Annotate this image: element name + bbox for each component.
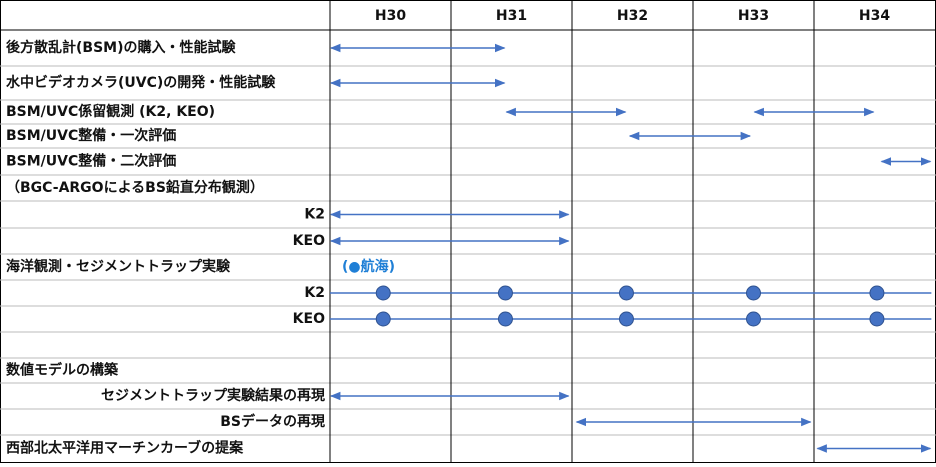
row-label: 西部北太平洋用マーチンカーブの提案 xyxy=(6,440,244,457)
row-label: 後方散乱計(BSM)の購入・性能試験 xyxy=(6,39,236,56)
cruise-dot xyxy=(746,311,761,327)
year-header: H31 xyxy=(496,8,527,24)
cruise-dot xyxy=(869,311,885,327)
row-label: BSM/UVC整備・一次評価 xyxy=(6,127,176,144)
year-header: H30 xyxy=(375,8,406,24)
year-header: H33 xyxy=(738,8,769,24)
cruise-dot xyxy=(618,311,634,327)
cruise-dot xyxy=(375,311,391,327)
row-label: K2 xyxy=(304,285,325,301)
cruise-dot xyxy=(618,285,634,301)
year-header: H32 xyxy=(617,8,648,24)
cruise-dot xyxy=(497,311,513,327)
cruise-dot xyxy=(869,285,885,301)
year-header: H34 xyxy=(859,8,890,24)
cruise-dot xyxy=(746,285,761,301)
row-label: BSデータの再現 xyxy=(220,413,325,430)
voyage-note: (●航海) xyxy=(342,258,395,275)
row-label: 数値モデルの構築 xyxy=(6,362,119,379)
cruise-dot xyxy=(497,285,513,301)
row-label: BSM/UVC係留観測 (K2, KEO) xyxy=(6,103,215,120)
row-label: KEO xyxy=(293,233,325,249)
row-label: K2 xyxy=(304,207,325,223)
row-label: KEO xyxy=(293,311,325,327)
row-label: （BGC-ARGOによるBS鉛直分布観測） xyxy=(6,179,264,196)
cruise-dot xyxy=(375,285,391,301)
row-label: 海洋観測・セジメントトラップ実験 xyxy=(6,258,231,275)
row-label: セジメントトラップ実験結果の再現 xyxy=(101,387,325,404)
row-label: 水中ビデオカメラ(UVC)の開発・性能試験 xyxy=(6,74,276,91)
row-label: BSM/UVC整備・二次評価 xyxy=(6,153,176,170)
